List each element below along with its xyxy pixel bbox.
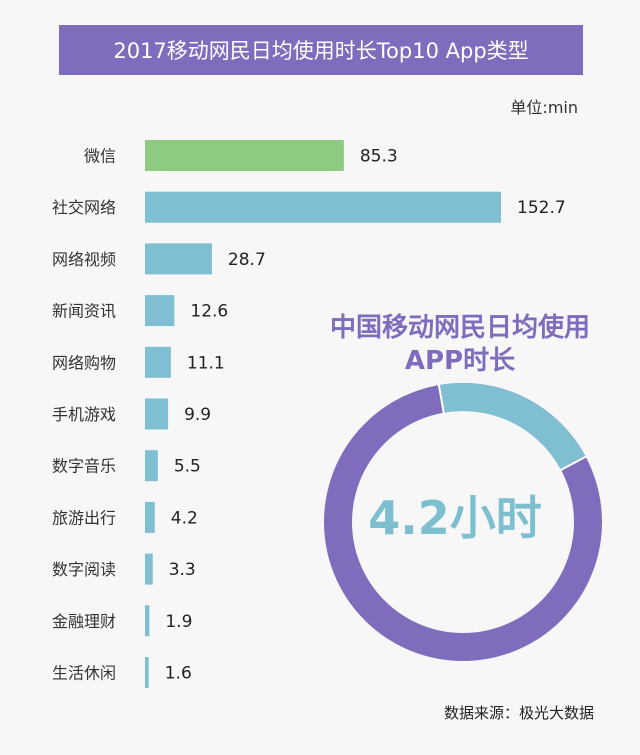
bar (145, 657, 149, 688)
donut-separator (437, 383, 445, 414)
bar (145, 398, 169, 430)
value-label: 28.7 (228, 250, 266, 270)
bar (145, 501, 155, 533)
category-label: 金融理财 (52, 612, 116, 631)
unit-label: 单位:min (510, 98, 578, 117)
bar (145, 191, 501, 223)
value-label: 5.5 (174, 457, 201, 477)
value-label: 85.3 (360, 147, 398, 167)
value-label: 3.3 (169, 560, 196, 580)
category-label: 生活休闲 (52, 664, 116, 683)
value-label: 11.1 (187, 353, 225, 373)
category-label: 网络购物 (52, 353, 116, 372)
bar (145, 243, 212, 275)
category-label: 数字阅读 (52, 560, 116, 579)
donut-title: 中国移动网民日均使用APP时长 (330, 313, 591, 376)
bar (145, 450, 158, 482)
donut-separator (559, 455, 588, 472)
bar (145, 553, 153, 585)
value-label: 12.6 (190, 302, 228, 322)
value-label: 1.9 (165, 612, 192, 632)
value-label: 4.2 (171, 508, 198, 528)
chart-title: 2017移动网民日均使用时长Top10 App类型 (113, 39, 529, 63)
bar (145, 346, 171, 378)
source-label: 数据来源：极光大数据 (443, 704, 594, 722)
value-label: 152.7 (517, 198, 566, 218)
donut-center-value: 4.2小时 (368, 491, 542, 545)
bar (145, 605, 150, 637)
bar (145, 140, 344, 171)
bar (145, 295, 175, 327)
category-label: 数字音乐 (52, 457, 116, 476)
chart-title-banner: 2017移动网民日均使用时长Top10 App类型 (59, 25, 583, 75)
bar-chart: 微信 85.3 社交网络 152.7 网络视频 28.7 新闻资讯 12.6 网络购物 11.1 手… (52, 140, 566, 688)
category-label: 网络视频 (52, 250, 116, 269)
value-label: 1.6 (165, 664, 192, 684)
category-label: 微信 (84, 147, 116, 166)
category-label: 新闻资讯 (52, 302, 116, 321)
category-label: 手机游戏 (52, 405, 116, 424)
donut-chart (324, 382, 602, 661)
category-label: 社交网络 (52, 198, 116, 217)
value-label: 9.9 (184, 405, 211, 425)
category-label: 旅游出行 (52, 508, 116, 527)
